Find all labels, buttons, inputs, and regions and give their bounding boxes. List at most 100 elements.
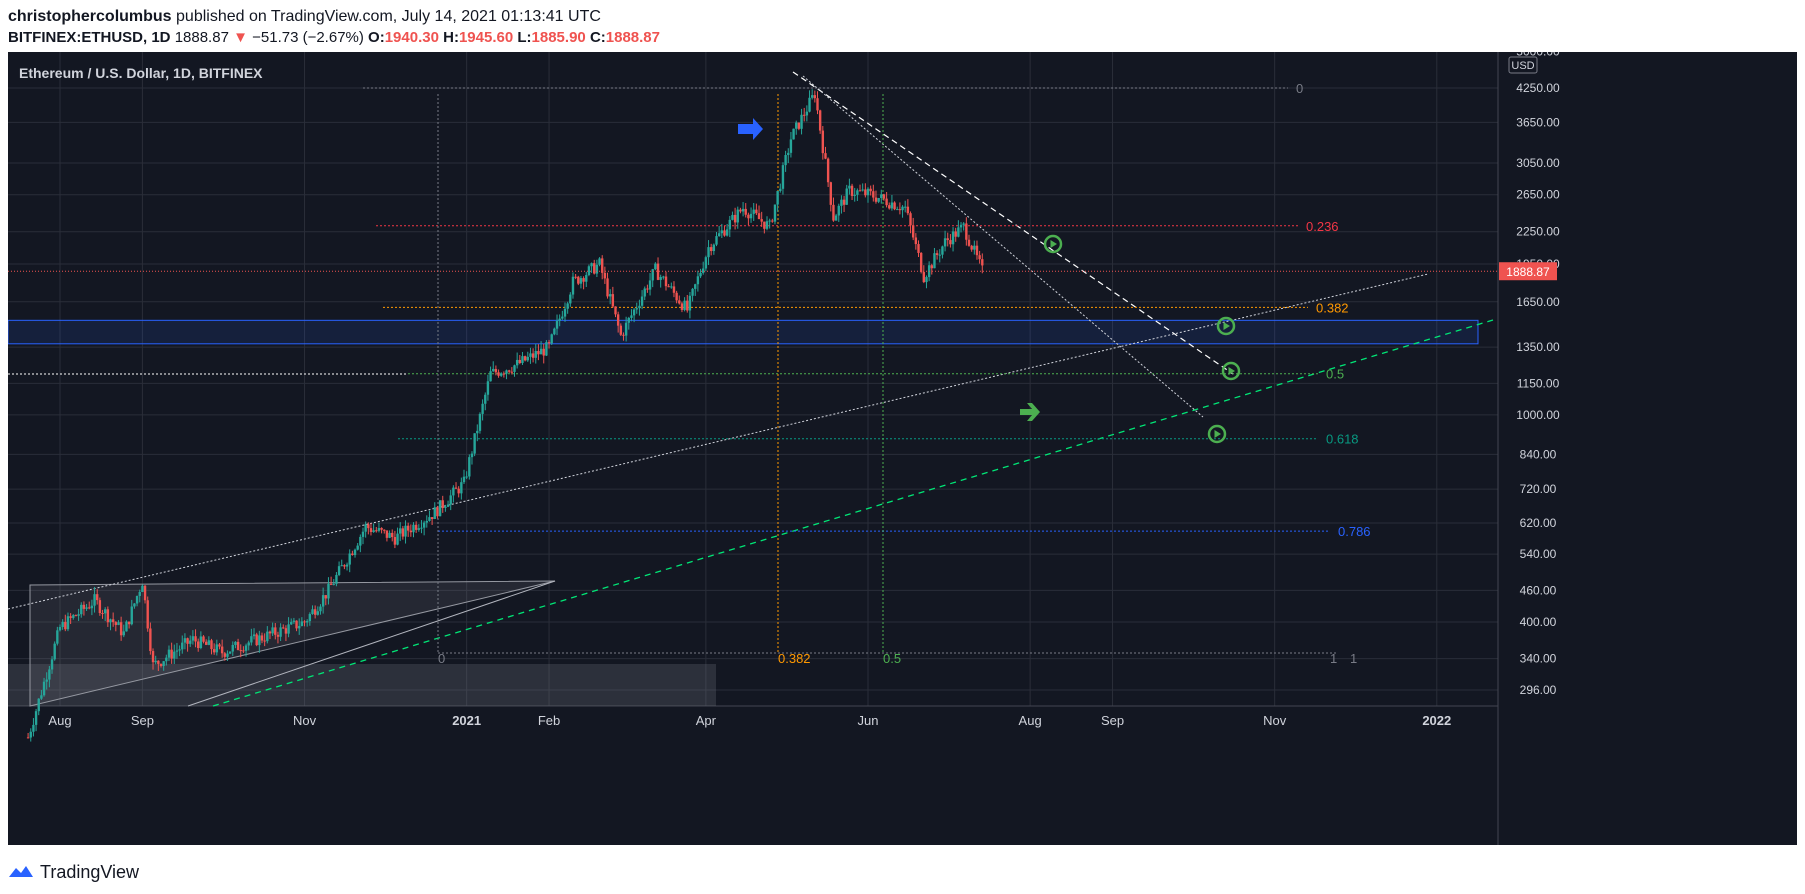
candle-body — [880, 194, 883, 199]
chart-area[interactable]: 5000.00 4250.00 3650.00 3050.00 2650.00 2250.… — [8, 52, 1797, 845]
candle-body — [486, 381, 490, 395]
y-tick-label: 1350.00 — [1516, 340, 1560, 354]
candle-body — [973, 245, 976, 250]
candle-body — [109, 619, 112, 623]
candle-body — [933, 253, 936, 269]
candle-body — [808, 97, 811, 112]
candle-body — [555, 320, 559, 329]
candle-body — [436, 507, 439, 517]
target-play-icon — [1214, 430, 1221, 438]
fib-level-label: 0.236 — [1306, 219, 1339, 234]
candle-body — [353, 549, 357, 556]
candle-body — [391, 532, 394, 538]
y-tick-label: 1150.00 — [1517, 376, 1560, 390]
candle-body — [58, 627, 62, 631]
candle-body — [335, 574, 338, 584]
candle-body — [906, 206, 910, 214]
candle-body — [720, 230, 724, 234]
candle-body — [664, 276, 668, 287]
candle-body — [90, 605, 94, 609]
candle-body — [935, 253, 939, 255]
tradingview-logo[interactable]: TradingView — [8, 862, 139, 883]
candle-body — [909, 213, 912, 226]
candle-body — [699, 272, 702, 277]
candle-body — [441, 500, 444, 509]
candle-body — [861, 189, 864, 191]
candle-body — [332, 583, 335, 585]
candle-body — [585, 275, 588, 282]
candle-body — [531, 353, 535, 358]
fib-time-label: 1 — [1350, 651, 1357, 666]
candle-body — [40, 695, 43, 699]
candle-body — [212, 649, 216, 653]
candle-body — [481, 403, 484, 414]
close-value: 1888.87 — [605, 29, 660, 46]
y-tick-label: 340.00 — [1520, 652, 1557, 666]
candle-body — [824, 153, 827, 159]
author-name[interactable]: christophercolumbus — [8, 8, 172, 25]
candle-body — [577, 276, 580, 284]
x-tick-label: Sep — [1101, 713, 1124, 728]
candle-body — [694, 284, 697, 289]
candle-body — [151, 651, 155, 663]
x-tick-label: Jun — [858, 713, 879, 728]
symbol-label: BITFINEX:ETHUSD, 1D — [8, 29, 171, 46]
candle-body — [731, 214, 734, 220]
candle-body — [853, 194, 856, 196]
candle-body — [773, 204, 777, 222]
y-tick-label: 3050.00 — [1516, 156, 1560, 170]
candle-body — [765, 221, 769, 229]
x-tick-label: Aug — [1019, 713, 1042, 728]
x-tick-label: Aug — [48, 713, 71, 728]
candle-body — [146, 600, 149, 629]
fib-time-label: 0.382 — [778, 651, 811, 666]
fib-level-label: 0 — [1296, 81, 1303, 96]
candle-body — [101, 612, 104, 614]
candle-body — [965, 223, 968, 240]
candle-body — [462, 476, 466, 483]
candle-body — [484, 394, 487, 404]
ohlc-line: BITFINEX:ETHUSD, 1D 1888.87 ▼ −51.73 (−2… — [8, 28, 1797, 48]
candle-body — [816, 98, 819, 111]
candle-body — [106, 609, 110, 623]
candle-body — [420, 527, 423, 529]
candle-body — [478, 413, 482, 431]
candle-body — [223, 653, 226, 657]
candle-body — [981, 259, 984, 266]
candle-body — [534, 350, 537, 358]
candle-body — [236, 641, 240, 651]
candle-body — [752, 209, 755, 214]
candle-body — [53, 643, 56, 660]
candle-body — [417, 528, 421, 530]
long-term-trendline — [8, 273, 1429, 610]
candle-body — [239, 650, 242, 652]
candle-body — [561, 316, 564, 319]
fib-time-label: 0.5 — [883, 651, 901, 666]
candle-body — [733, 214, 737, 223]
candle-body — [396, 533, 399, 545]
candle-body — [202, 636, 205, 642]
candle-body — [380, 528, 383, 530]
y-tick-label: 540.00 — [1520, 547, 1557, 561]
candle-body — [242, 650, 245, 652]
candle-body — [850, 185, 854, 196]
candle-body — [96, 594, 99, 601]
candle-body — [904, 206, 907, 208]
y-tick-label: 720.00 — [1520, 482, 1557, 496]
candle-body — [199, 636, 203, 649]
candle-body — [957, 227, 960, 237]
candle-body — [226, 653, 229, 657]
candle-body — [930, 265, 933, 269]
candle-body — [287, 624, 290, 634]
candle-body — [563, 308, 567, 317]
candle-body — [228, 651, 232, 654]
candle-body — [571, 276, 575, 295]
x-tick-label: Nov — [1263, 713, 1287, 728]
candle-body — [837, 205, 840, 216]
candle-body — [468, 457, 471, 477]
candle-body — [103, 609, 107, 614]
candle-body — [66, 616, 70, 630]
candle-body — [303, 621, 306, 623]
candle-body — [566, 303, 569, 309]
price-chart[interactable]: 5000.00 4250.00 3650.00 3050.00 2650.00 2250.… — [8, 52, 1797, 845]
